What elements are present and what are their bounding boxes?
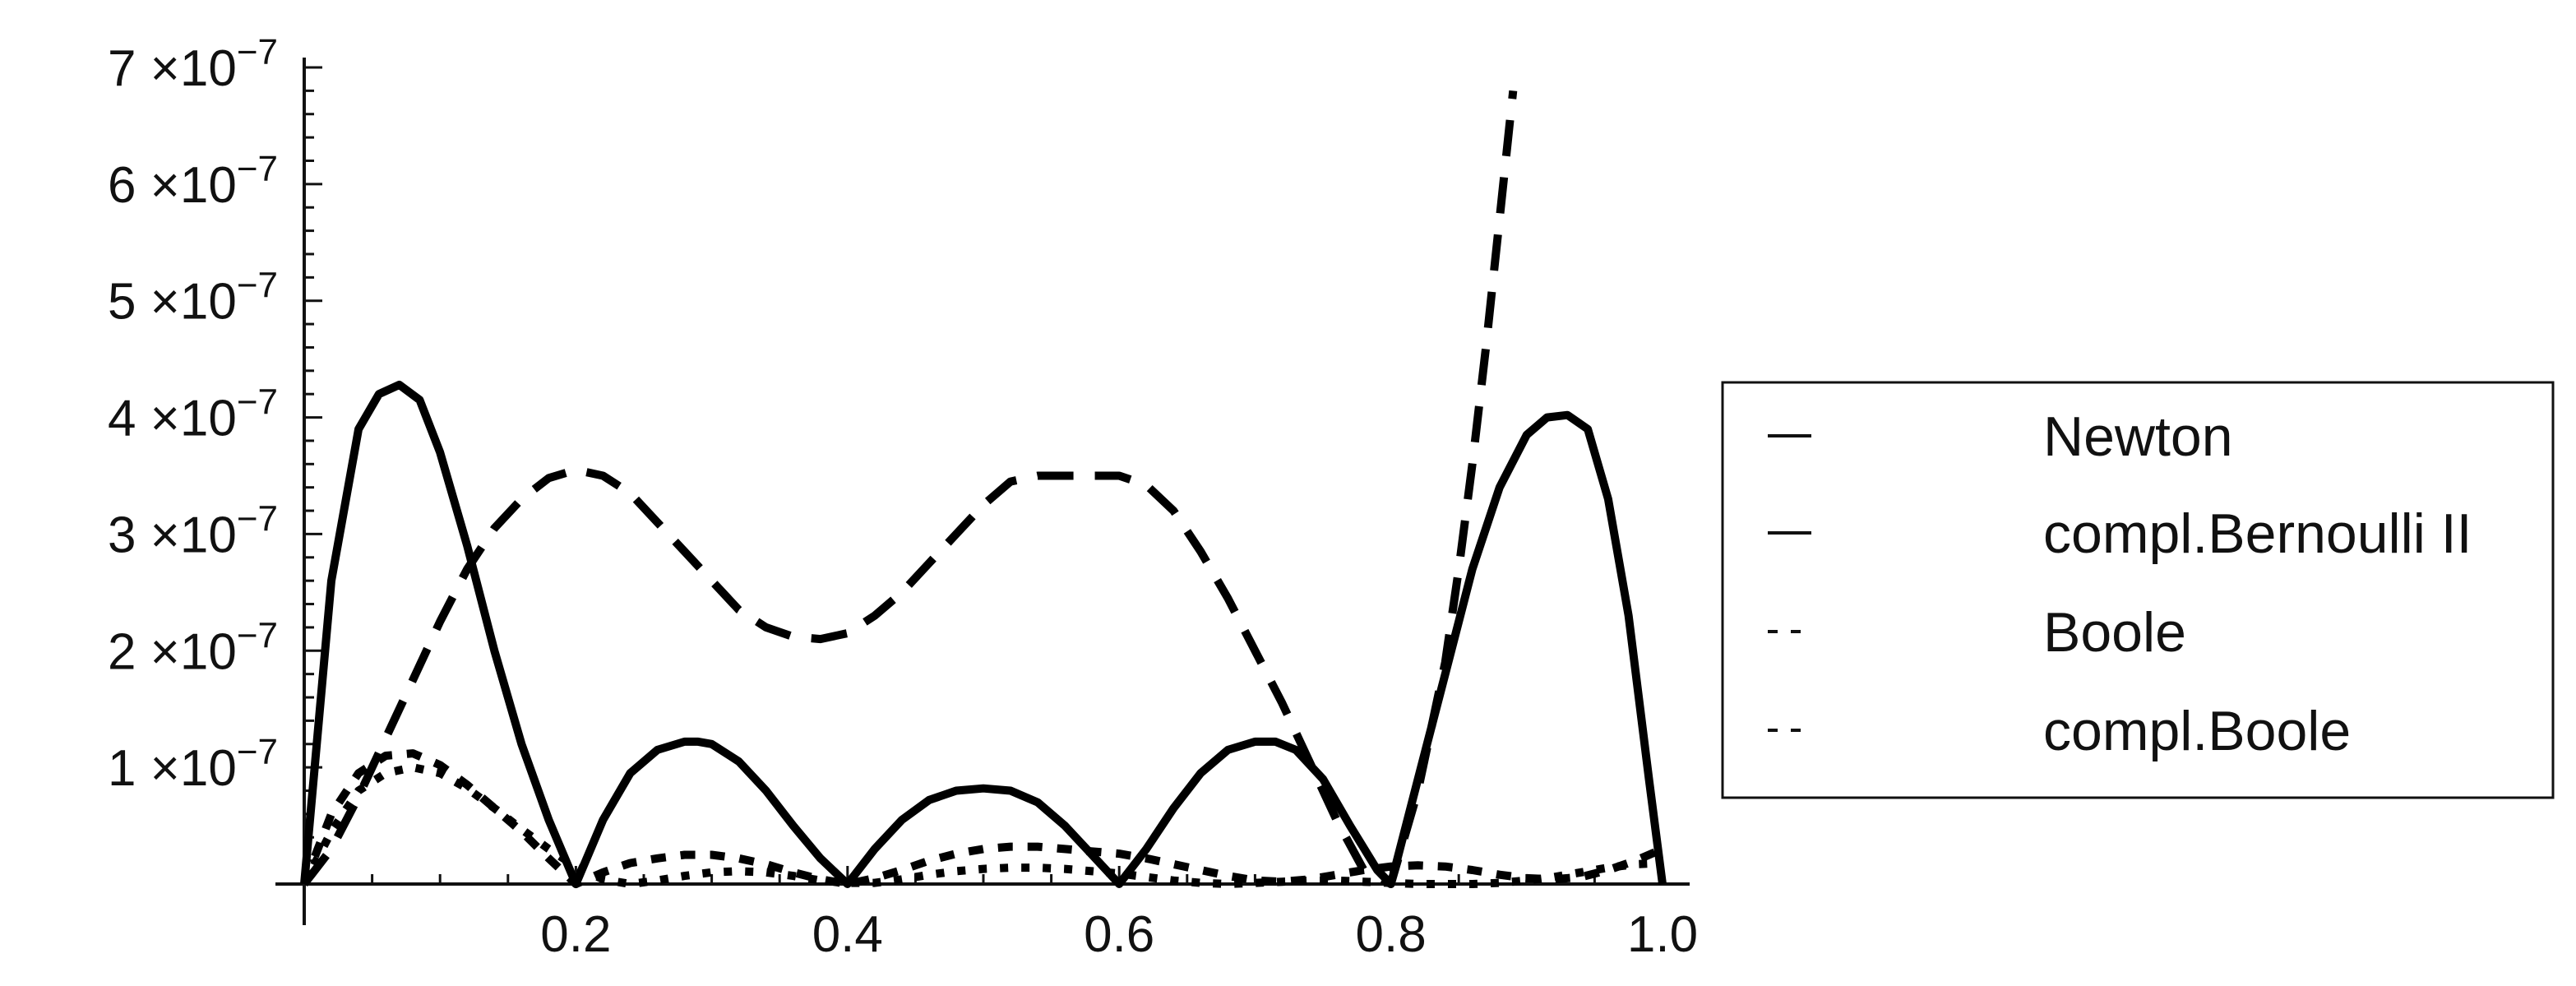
series-line-2 (301, 90, 1518, 888)
series-line-4 (300, 763, 1663, 888)
x-tick-label: 0.8 (1355, 906, 1426, 963)
y-tick-label: 7 ×10−7 (108, 32, 278, 97)
legend-label-1: Newton (2043, 405, 2233, 468)
axes (275, 58, 1690, 925)
tick-labels: 0.2 0.4 0.6 0.8 1.0 1 ×10−7 2 ×10−7 3 ×10−7 4 ×1… (108, 32, 1698, 963)
y-tick-label: 5 ×10−7 (108, 266, 278, 331)
y-tick-label: 6 ×10−7 (108, 149, 278, 214)
y-tick-label: 3 ×10−7 (108, 498, 278, 563)
y-tick-label: 1 ×10−7 (108, 732, 278, 797)
tick-marks (304, 66, 1664, 884)
series-line-3 (300, 749, 1664, 888)
series-group (300, 90, 1667, 888)
legend-label-2: compl.Bernoulli II (2043, 502, 2472, 565)
legend-label-4: compl.Boole (2043, 700, 2351, 762)
y-tick-label: 4 ×10−7 (108, 382, 278, 447)
legend-label-3: Boole (2043, 601, 2186, 664)
x-tick-label: 0.6 (1084, 906, 1154, 963)
legend: Newton compl.Bernoulli II Boole compl.Boole (1721, 381, 2555, 799)
series-line-1 (300, 380, 1667, 888)
x-tick-label: 1.0 (1627, 906, 1698, 963)
x-tick-label: 0.2 (540, 906, 611, 963)
x-tick-label: 0.4 (812, 906, 883, 963)
legend-box (1721, 381, 2555, 799)
y-tick-label: 2 ×10−7 (108, 615, 278, 680)
